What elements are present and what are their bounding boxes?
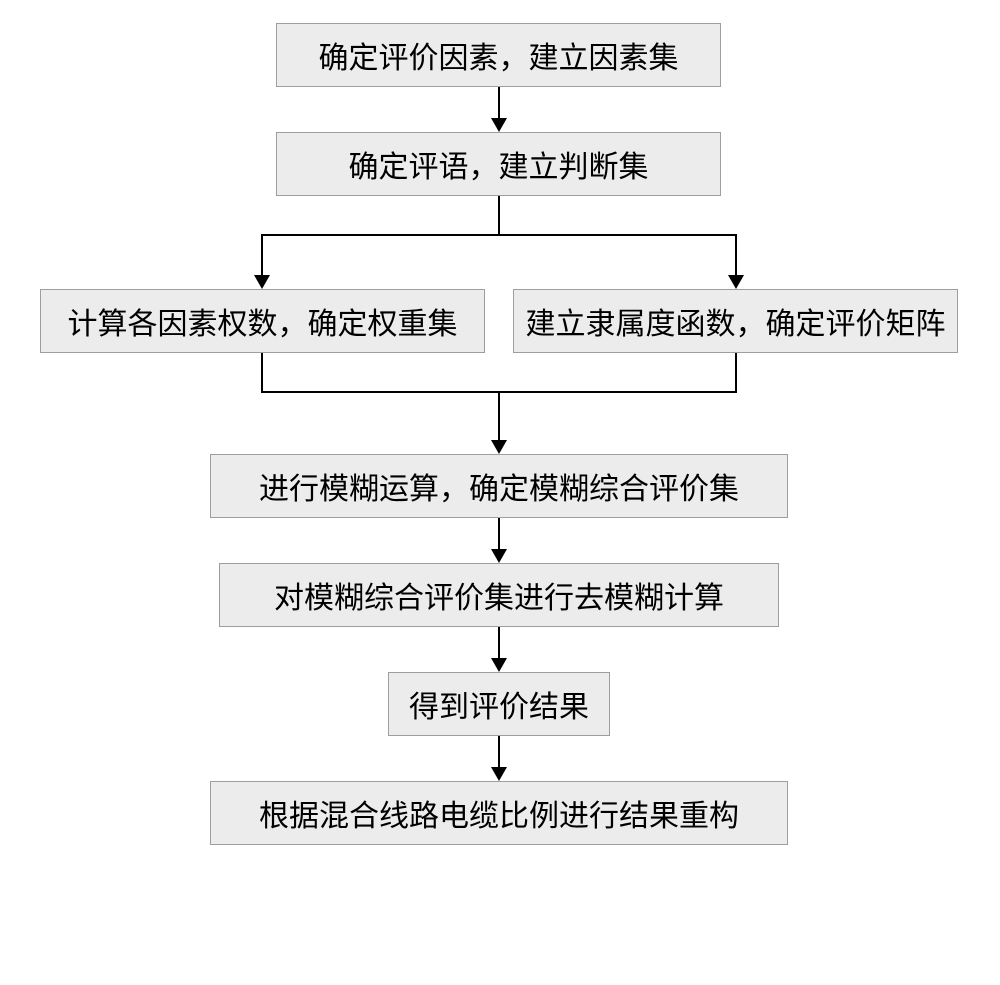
flowchart-node-7: 根据混合线路电缆比例进行结果重构 <box>210 781 788 845</box>
flowchart-node-3a: 计算各因素权数，确定权重集 <box>40 289 485 353</box>
flowchart-node-5: 对模糊综合评价集进行去模糊计算 <box>219 563 779 627</box>
edge-merge-right-down <box>735 353 737 393</box>
edge-split-right-down <box>735 234 737 275</box>
edge-split-left-down <box>261 234 263 275</box>
arrowhead-icon <box>491 549 507 563</box>
arrowhead-icon <box>491 767 507 781</box>
arrowhead-icon <box>728 275 744 289</box>
node-label: 计算各因素权数，确定权重集 <box>68 299 458 343</box>
node-label: 对模糊综合评价集进行去模糊计算 <box>274 573 724 617</box>
arrowhead-icon <box>491 118 507 132</box>
node-label: 建立隶属度函数，确定评价矩阵 <box>526 299 946 343</box>
node-label: 得到评价结果 <box>409 682 589 726</box>
flowchart-node-2: 确定评语，建立判断集 <box>276 132 721 196</box>
flowchart-node-1: 确定评价因素，建立因素集 <box>276 23 721 87</box>
node-label: 根据混合线路电缆比例进行结果重构 <box>259 791 739 835</box>
arrowhead-icon <box>491 440 507 454</box>
edge-n6-n7 <box>498 736 500 767</box>
edge-n1-n2 <box>498 87 500 118</box>
edge-n5-n6 <box>498 627 500 658</box>
edge-merge-stem <box>498 391 500 440</box>
edge-n4-n5 <box>498 518 500 549</box>
arrowhead-icon <box>254 275 270 289</box>
node-label: 进行模糊运算，确定模糊综合评价集 <box>259 464 739 508</box>
edge-merge-left-down <box>261 353 263 393</box>
edge-split-hbar <box>261 234 737 236</box>
flowchart-node-3b: 建立隶属度函数，确定评价矩阵 <box>513 289 958 353</box>
flowchart-node-4: 进行模糊运算，确定模糊综合评价集 <box>210 454 788 518</box>
flowchart-node-6: 得到评价结果 <box>388 672 610 736</box>
arrowhead-icon <box>491 658 507 672</box>
edge-n2-split-stem <box>498 196 500 236</box>
node-label: 确定评语，建立判断集 <box>349 142 649 186</box>
node-label: 确定评价因素，建立因素集 <box>319 33 679 77</box>
